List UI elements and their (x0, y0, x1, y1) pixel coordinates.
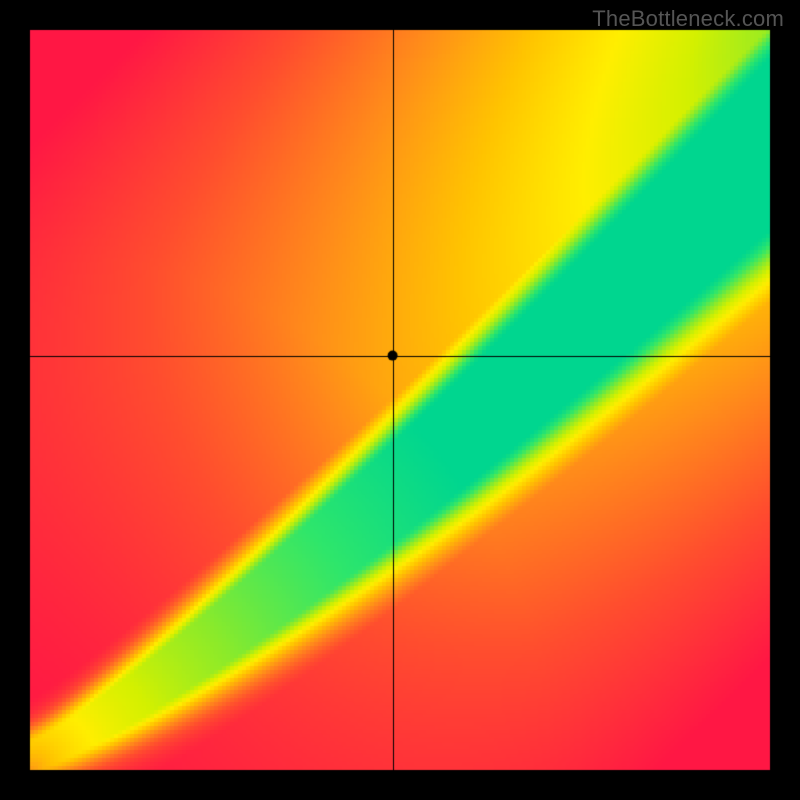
bottleneck-heatmap (0, 0, 800, 800)
watermark-text: TheBottleneck.com (592, 6, 784, 32)
chart-container: TheBottleneck.com (0, 0, 800, 800)
